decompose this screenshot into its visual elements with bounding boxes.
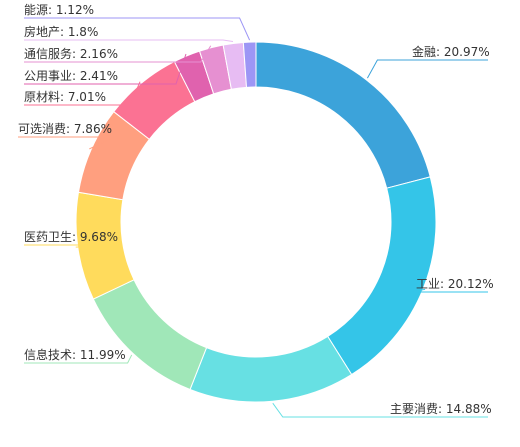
slice-label-工业: 工业: 20.12% — [416, 277, 494, 291]
leader-line-可选消费 — [18, 136, 115, 150]
slice-金融[interactable] — [255, 41, 431, 189]
slice-label-金融: 金融: 20.97% — [412, 44, 490, 59]
slice-label-公用事业: 公用事业: 2.41% — [24, 69, 118, 83]
leader-line-工业 — [411, 288, 488, 293]
slice-工业[interactable] — [327, 176, 437, 376]
slice-label-信息技术: 信息技术: 11.99% — [24, 347, 126, 362]
leader-line-医药卫生 — [24, 244, 121, 248]
slice-label-能源: 能源: 1.12% — [24, 3, 94, 17]
leader-line-金融 — [366, 59, 488, 79]
slice-label-通信服务: 通信服务: 2.16% — [24, 46, 118, 61]
leader-line-信息技术 — [24, 354, 133, 364]
leader-line-通信服务 — [24, 45, 212, 63]
slice-label-原材料: 原材料: 7.01% — [24, 90, 106, 104]
slice-label-医药卫生: 医药卫生: 9.68% — [24, 230, 118, 244]
slices-group — [75, 41, 437, 403]
slice-label-主要消费: 主要消费: 14.88% — [390, 402, 492, 416]
leader-line-公用事业 — [24, 53, 187, 85]
labels-group: 金融: 20.97% 工业: 20.12% 主要消费: 14.88% 信息技术: 11… — [18, 3, 494, 418]
slice-能源[interactable] — [242, 41, 257, 88]
leader-line-原材料 — [24, 81, 141, 106]
leader-line-主要消费 — [272, 402, 488, 418]
slice-主要消费[interactable] — [189, 335, 353, 403]
slice-label-房地产: 房地产: 1.8% — [24, 24, 98, 39]
slice-label-可选消费: 可选消费: 7.86% — [18, 122, 112, 136]
leader-line-能源 — [24, 17, 251, 41]
slice-信息技术[interactable] — [92, 279, 208, 391]
leader-line-房地产 — [24, 39, 234, 42]
